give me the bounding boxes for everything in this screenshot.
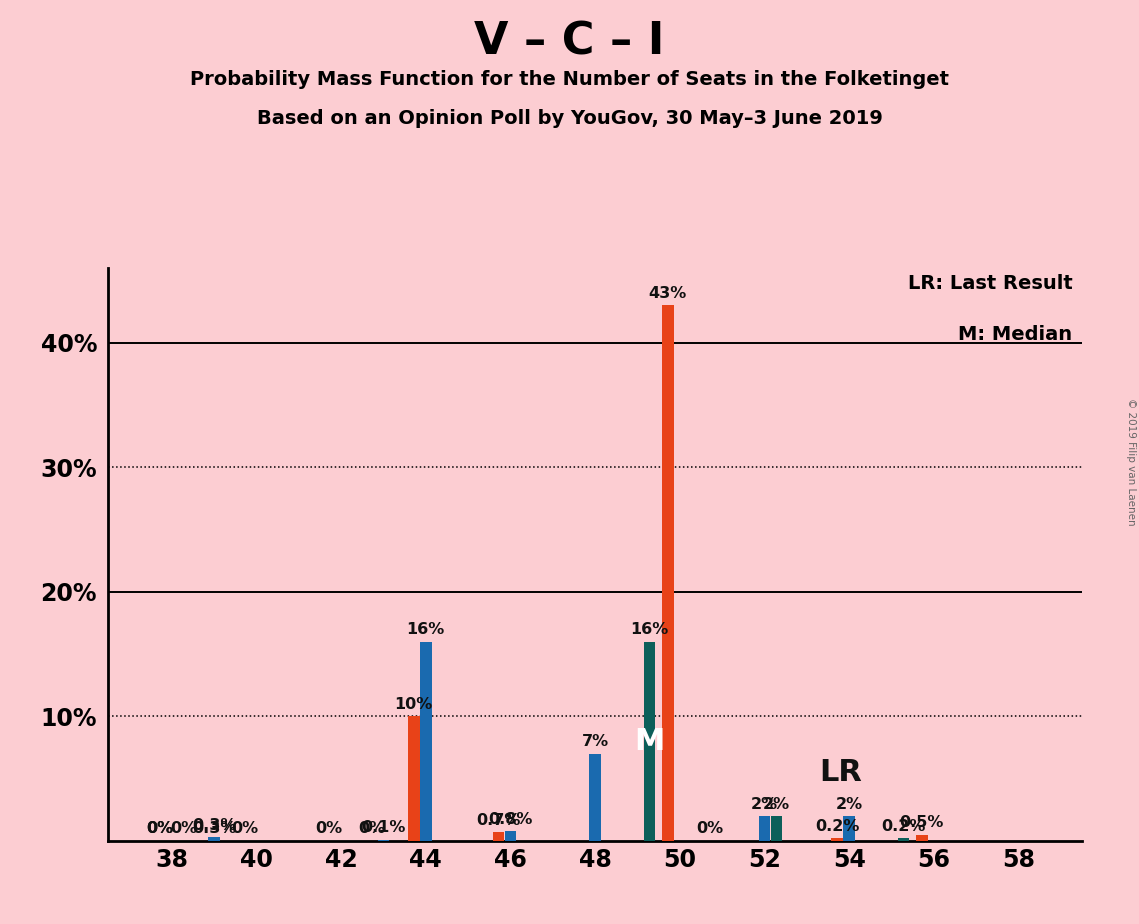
Text: 16%: 16% bbox=[630, 622, 669, 638]
Bar bbox=[843, 816, 855, 841]
Text: 0.2%: 0.2% bbox=[882, 819, 926, 834]
Bar bbox=[759, 816, 770, 841]
Text: 0.3%: 0.3% bbox=[191, 821, 236, 836]
Text: Probability Mass Function for the Number of Seats in the Folketinget: Probability Mass Function for the Number… bbox=[190, 70, 949, 90]
Bar bbox=[492, 833, 505, 841]
Text: 0.5%: 0.5% bbox=[900, 815, 944, 831]
Text: V – C – I: V – C – I bbox=[474, 20, 665, 64]
Bar bbox=[771, 816, 782, 841]
Bar bbox=[377, 840, 390, 841]
Text: 2%: 2% bbox=[836, 796, 862, 811]
Text: 0.8%: 0.8% bbox=[489, 811, 533, 826]
Text: 0%: 0% bbox=[170, 821, 197, 836]
Text: 0.3%: 0.3% bbox=[191, 818, 236, 833]
Text: 2%: 2% bbox=[763, 796, 790, 811]
Bar bbox=[208, 837, 220, 841]
Text: 0%: 0% bbox=[697, 821, 723, 836]
Text: 10%: 10% bbox=[394, 697, 433, 711]
Bar bbox=[589, 754, 601, 841]
Text: M: M bbox=[634, 726, 665, 756]
Bar bbox=[662, 305, 673, 841]
Text: LR: Last Result: LR: Last Result bbox=[908, 274, 1072, 293]
Text: 43%: 43% bbox=[649, 286, 687, 301]
Text: 0%: 0% bbox=[146, 821, 173, 836]
Text: Based on an Opinion Poll by YouGov, 30 May–3 June 2019: Based on an Opinion Poll by YouGov, 30 M… bbox=[256, 109, 883, 128]
Bar bbox=[831, 838, 843, 841]
Bar bbox=[505, 831, 516, 841]
Bar bbox=[916, 834, 928, 841]
Bar bbox=[408, 716, 419, 841]
Bar bbox=[898, 838, 909, 841]
Text: 0.1%: 0.1% bbox=[361, 821, 405, 835]
Text: 0%: 0% bbox=[146, 821, 173, 836]
Text: 0%: 0% bbox=[358, 821, 385, 836]
Text: 0%: 0% bbox=[316, 821, 343, 836]
Text: 0%: 0% bbox=[231, 821, 257, 836]
Text: 16%: 16% bbox=[407, 622, 445, 638]
Text: © 2019 Filip van Laenen: © 2019 Filip van Laenen bbox=[1126, 398, 1136, 526]
Text: 2%: 2% bbox=[751, 796, 778, 811]
Text: 0.2%: 0.2% bbox=[816, 819, 859, 834]
Text: M: Median: M: Median bbox=[958, 325, 1072, 345]
Bar bbox=[644, 641, 655, 841]
Text: LR: LR bbox=[819, 758, 862, 787]
Bar bbox=[420, 641, 432, 841]
Text: 0.7%: 0.7% bbox=[476, 813, 521, 828]
Text: 7%: 7% bbox=[582, 735, 608, 749]
